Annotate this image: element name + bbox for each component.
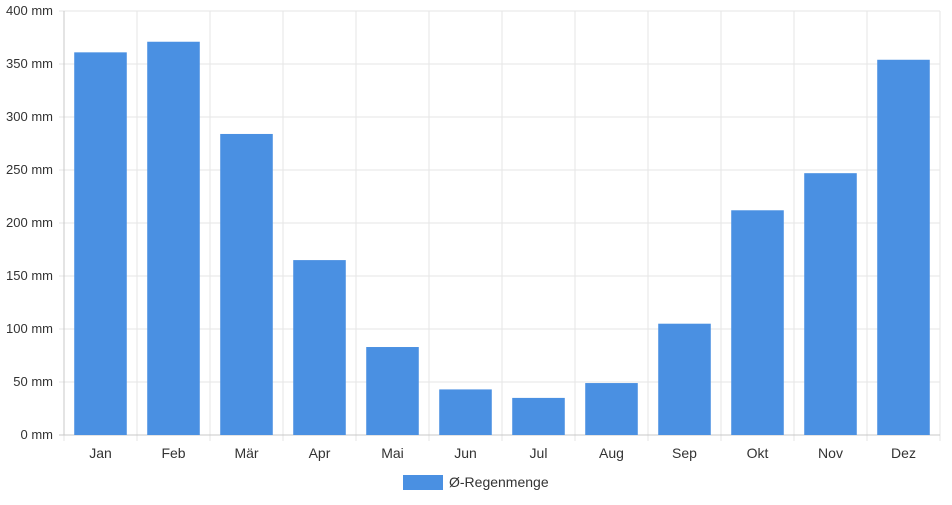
x-tick-label: Dez xyxy=(891,445,916,461)
legend-swatch xyxy=(403,475,443,490)
bar-apr xyxy=(293,260,346,435)
bar-mai xyxy=(366,347,419,435)
x-tick-label: Jun xyxy=(454,445,477,461)
y-tick-label: 100 mm xyxy=(6,321,53,336)
bar-aug xyxy=(585,383,638,435)
x-tick-label: Jan xyxy=(89,445,112,461)
y-tick-label: 50 mm xyxy=(13,374,53,389)
bar-sep xyxy=(658,323,711,435)
bar-mär xyxy=(220,133,273,435)
y-tick-label: 200 mm xyxy=(6,215,53,230)
x-tick-label: Mär xyxy=(234,445,258,461)
y-tick-label: 350 mm xyxy=(6,56,53,71)
bar-okt xyxy=(731,210,784,435)
x-tick-label: Apr xyxy=(309,445,331,461)
x-tick-label: Nov xyxy=(818,445,843,461)
bar-jan xyxy=(74,52,127,436)
bar-dez xyxy=(877,59,930,435)
legend-label: Ø-Regenmenge xyxy=(449,474,549,490)
y-tick-label: 250 mm xyxy=(6,162,53,177)
bar-jun xyxy=(439,389,492,435)
x-tick-label: Jul xyxy=(530,445,548,461)
x-tick-label: Okt xyxy=(747,445,769,461)
y-tick-label: 150 mm xyxy=(6,268,53,283)
x-tick-label: Mai xyxy=(381,445,404,461)
x-tick-label: Feb xyxy=(161,445,185,461)
x-tick-label: Aug xyxy=(599,445,624,461)
y-tick-label: 400 mm xyxy=(6,3,53,18)
bar-jul xyxy=(512,397,565,435)
bar-nov xyxy=(804,173,857,435)
y-tick-label: 300 mm xyxy=(6,109,53,124)
x-tick-label: Sep xyxy=(672,445,697,461)
y-tick-label: 0 mm xyxy=(21,427,54,442)
bar-feb xyxy=(147,41,200,436)
